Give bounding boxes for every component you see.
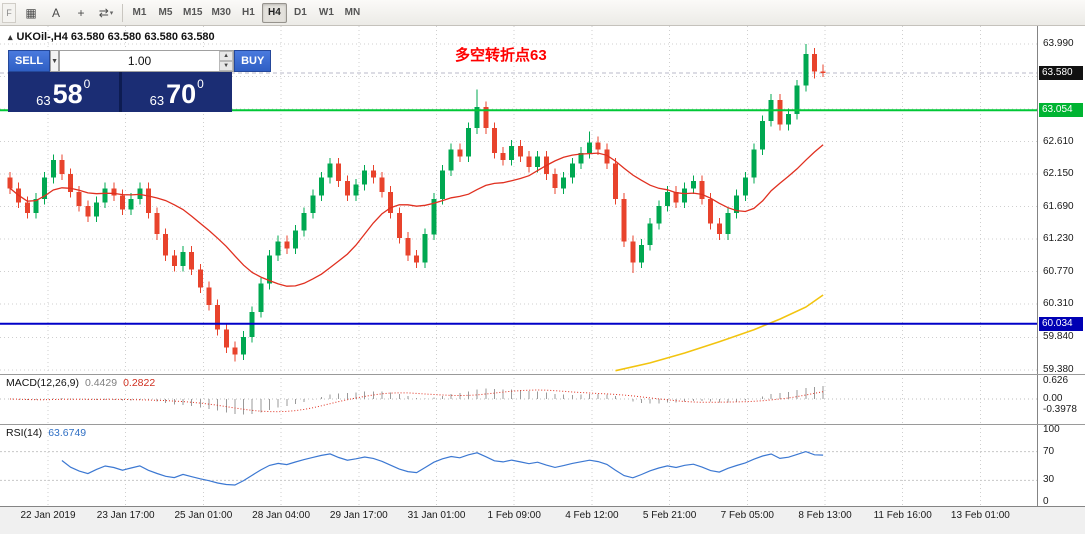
price-tick-label: 61.690 [1043, 200, 1074, 212]
vertical-grid [47, 424, 981, 506]
candles-series [7, 44, 826, 362]
indicators-icon[interactable]: ▦ [19, 3, 43, 23]
macd-panel: MACD(12,26,9) 0.4429 0.2822 [0, 374, 1037, 424]
time-axis-label: 5 Feb 21:00 [642, 510, 697, 521]
current-price-badge: 63.580 [1039, 65, 1083, 80]
time-axis-label: 23 Jan 17:00 [96, 510, 155, 521]
timeframe-button-h4[interactable]: H4 [261, 2, 287, 23]
timeframe-button-mn[interactable]: MN [340, 3, 365, 23]
timeframe-button-d1[interactable]: D1 [288, 3, 313, 23]
sell-button[interactable]: SELL [8, 50, 51, 72]
cycle-symbols-icon[interactable]: ⇄ ▾ [94, 3, 118, 23]
time-axis-label: 13 Feb 01:00 [950, 510, 1010, 521]
rsi-tick-label: 30 [1043, 474, 1055, 486]
price-axis: 63.990 62.610 62.150 61.690 61.230 60.770 60.3… [1037, 26, 1085, 507]
toolbar-handle[interactable]: F [2, 2, 16, 23]
sell-price-display[interactable]: 63 58 0 [8, 72, 119, 112]
time-axis-label: 1 Feb 09:00 [487, 510, 541, 521]
price-tick-label: 60.310 [1043, 298, 1074, 310]
crosshair-icon[interactable]: + [69, 3, 93, 23]
toolbar-separator [122, 3, 123, 22]
time-axis-label: 8 Feb 13:00 [798, 510, 852, 521]
buy-price-display[interactable]: 63 70 0 [121, 72, 232, 112]
timeframe-button-m15[interactable]: M15 [179, 3, 206, 23]
sell-price-point: 0 [83, 77, 91, 91]
macd-signal-line [9, 389, 824, 413]
volume-down-button[interactable]: ▼ [219, 61, 234, 71]
rsi-line [61, 450, 824, 486]
chart-annotation-text: 多空转折点63 [455, 47, 547, 64]
buy-button[interactable]: BUY [234, 50, 272, 72]
price-tick-label: 62.150 [1043, 168, 1074, 180]
macd-label: MACD(12,26,9) 0.4429 0.2822 [6, 377, 161, 389]
macd-tick-label: 0.626 [1043, 375, 1069, 386]
price-tick-label: 60.770 [1043, 265, 1074, 277]
rsi-value: 63.6749 [48, 427, 87, 439]
macd-tick-label: -0.3978 [1043, 404, 1077, 416]
panel-separator[interactable] [0, 374, 1085, 375]
price-tick-label: 59.840 [1043, 331, 1074, 343]
sell-price-int: 63 [36, 93, 51, 108]
timeframe-button-m1[interactable]: M1 [127, 3, 152, 23]
rsi-label: RSI(14) 63.6749 [6, 427, 92, 439]
timeframe-button-w1[interactable]: W1 [314, 3, 339, 23]
price-tick-label: 61.230 [1043, 233, 1074, 245]
one-click-trade-panel: SELL ▼ ▲ ▼ BUY 63 58 0 63 [8, 50, 272, 112]
time-axis-label: 11 Feb 16:00 [873, 510, 932, 521]
buy-price-point: 0 [197, 77, 204, 91]
panel-separator[interactable] [0, 424, 1085, 425]
rsi-panel: RSI(14) 63.6749 [0, 424, 1037, 506]
text-label-icon[interactable]: A [44, 3, 68, 23]
rsi-tick-label: 100 [1043, 424, 1060, 435]
ma-red-line [9, 144, 824, 287]
buy-price-pips: 70 [166, 79, 197, 109]
time-axis-label: 25 Jan 01:00 [174, 510, 233, 521]
timeframe-group: M1 M5 M15 M30 H1 H4 D1 W1 MN [127, 2, 365, 23]
symbol-ohlc-label: UKOil-,H4 63.580 63.580 63.580 63.580 [16, 31, 215, 43]
time-axis: 22 Jan 2019 23 Jan 17:00 25 Jan 01:00 28 Ja… [0, 506, 1085, 534]
ma-yellow-line [615, 294, 824, 372]
time-axis-label: 22 Jan 2019 [20, 510, 76, 521]
macd-tick-label: 0.00 [1043, 393, 1063, 404]
time-axis-label: 7 Feb 05:00 [720, 510, 774, 521]
time-axis-label: 28 Jan 04:00 [252, 510, 311, 521]
timeframe-button-m5[interactable]: M5 [153, 3, 178, 23]
macd-histogram [18, 386, 824, 415]
rsi-indicator-chart[interactable] [0, 424, 1037, 506]
macd-indicator-chart[interactable] [0, 374, 1037, 424]
chart-title: ▴ UKOil-,H4 63.580 63.580 63.580 63.580 [8, 31, 215, 43]
time-axis-label: 29 Jan 17:00 [329, 510, 388, 521]
macd-name: MACD(12,26,9) [6, 377, 79, 389]
trade-panel-top-row: SELL ▼ ▲ ▼ BUY [8, 50, 272, 72]
main-toolbar: F ▦ A + ⇄ ▾ M1 M5 M15 M30 H1 H4 D1 W1 MN [0, 0, 1085, 26]
buy-price-int: 63 [149, 93, 165, 108]
volume-input[interactable] [60, 51, 220, 71]
macd-value-signal: 0.2822 [123, 377, 156, 389]
trade-panel-prices: 63 58 0 63 70 0 [8, 72, 232, 112]
price-tick-label: 63.990 [1043, 38, 1074, 49]
support-price-badge: 60.034 [1039, 316, 1083, 331]
volume-spinner: ▲ ▼ [219, 51, 234, 71]
timeframe-button-m30[interactable]: M30 [207, 3, 234, 23]
macd-value-main: 0.4429 [84, 377, 118, 389]
time-axis-label: 31 Jan 01:00 [407, 510, 466, 521]
toolbar-icons: ▦ A + ⇄ ▾ [19, 3, 118, 23]
volume-field-wrap: ▲ ▼ [59, 50, 235, 72]
horizontal-grid [0, 43, 1037, 371]
candlestick-chart[interactable] [0, 26, 1037, 374]
volume-up-button[interactable]: ▲ [219, 51, 234, 61]
time-axis-label: 4 Feb 12:00 [565, 510, 619, 521]
rsi-name: RSI(14) [6, 427, 43, 439]
price-tick-label: 62.610 [1043, 135, 1074, 147]
rsi-tick-label: 70 [1043, 445, 1055, 457]
volume-dropdown-button[interactable]: ▼ [50, 50, 60, 72]
timeframe-button-h1[interactable]: H1 [236, 3, 261, 23]
price-tick-label: 59.380 [1043, 364, 1074, 375]
resistance-price-badge: 63.054 [1039, 103, 1083, 118]
one-click-toggle-icon[interactable]: ▴ [8, 31, 13, 42]
sell-price-pips: 58 [52, 79, 83, 109]
rsi-tick-label: 0 [1043, 496, 1049, 507]
price-chart-panel: ▴ UKOil-,H4 63.580 63.580 63.580 63.580 … [0, 26, 1037, 374]
